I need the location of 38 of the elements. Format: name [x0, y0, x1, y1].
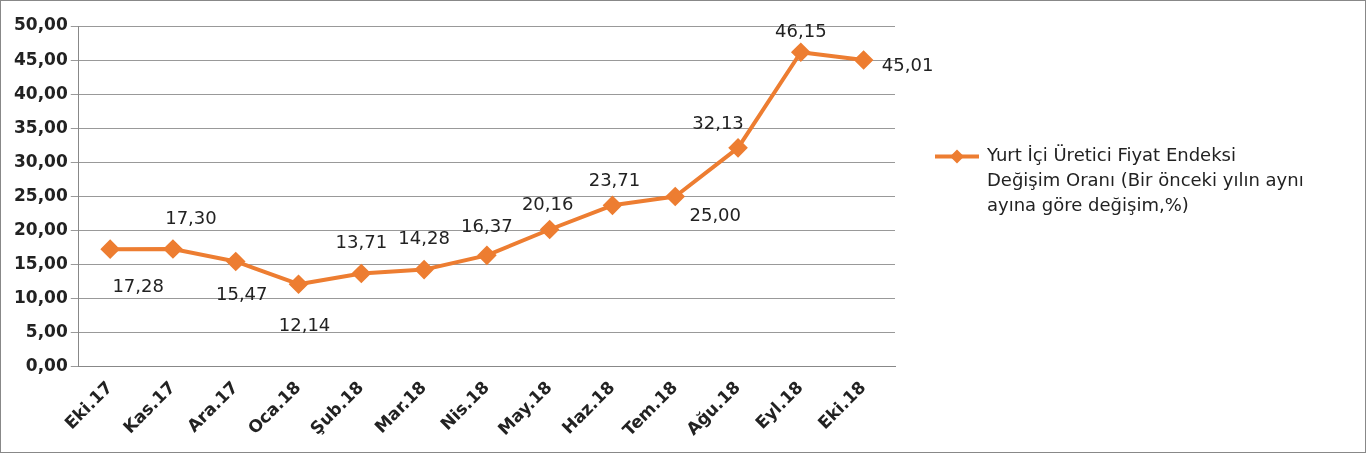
data-label: 16,37	[461, 215, 513, 237]
point	[854, 51, 873, 70]
data-label: 46,15	[775, 19, 827, 41]
data-label: 17,28	[112, 274, 164, 296]
y-tick-label: 30,00	[13, 150, 68, 171]
data-label: 17,30	[165, 206, 217, 228]
y-tick-label: 50,00	[13, 14, 68, 35]
data-label: 15,47	[215, 283, 268, 305]
point	[226, 252, 245, 271]
data-label: 12,14	[278, 313, 331, 335]
y-tick-label: 0,00	[25, 355, 68, 376]
data-label: 13,71	[335, 231, 388, 253]
point	[791, 43, 810, 62]
point	[540, 220, 559, 239]
y-tick-label: 35,00	[13, 116, 68, 137]
y-tick-label: 15,00	[13, 253, 68, 274]
point	[603, 196, 622, 215]
data-label: 32,13	[692, 111, 744, 133]
y-tick-label: 20,00	[13, 219, 68, 240]
point	[352, 264, 371, 283]
point	[289, 275, 308, 294]
point	[729, 138, 748, 157]
point	[415, 260, 434, 279]
point	[163, 240, 182, 259]
y-tick-label: 10,00	[13, 287, 68, 308]
y-tick-label: 40,00	[13, 82, 68, 103]
y-tick-label: 5,00	[25, 321, 68, 342]
point	[101, 240, 120, 259]
point	[477, 246, 496, 265]
legend-label: Yurt İçi Üretici Fiyat Endeksi Değişim Oranı (Bir önceki yılın aynı ayına göre değişim,%)	[986, 144, 1304, 216]
data-label: 20,16	[521, 193, 574, 215]
y-tick-label: 45,00	[13, 48, 68, 69]
data-label: 23,71	[588, 168, 641, 190]
data-label: 45,01	[881, 53, 934, 75]
data-label: 25,00	[689, 204, 742, 226]
point	[666, 187, 685, 206]
y-tick-label: 25,00	[13, 184, 68, 205]
data-label: 14,28	[398, 227, 450, 249]
